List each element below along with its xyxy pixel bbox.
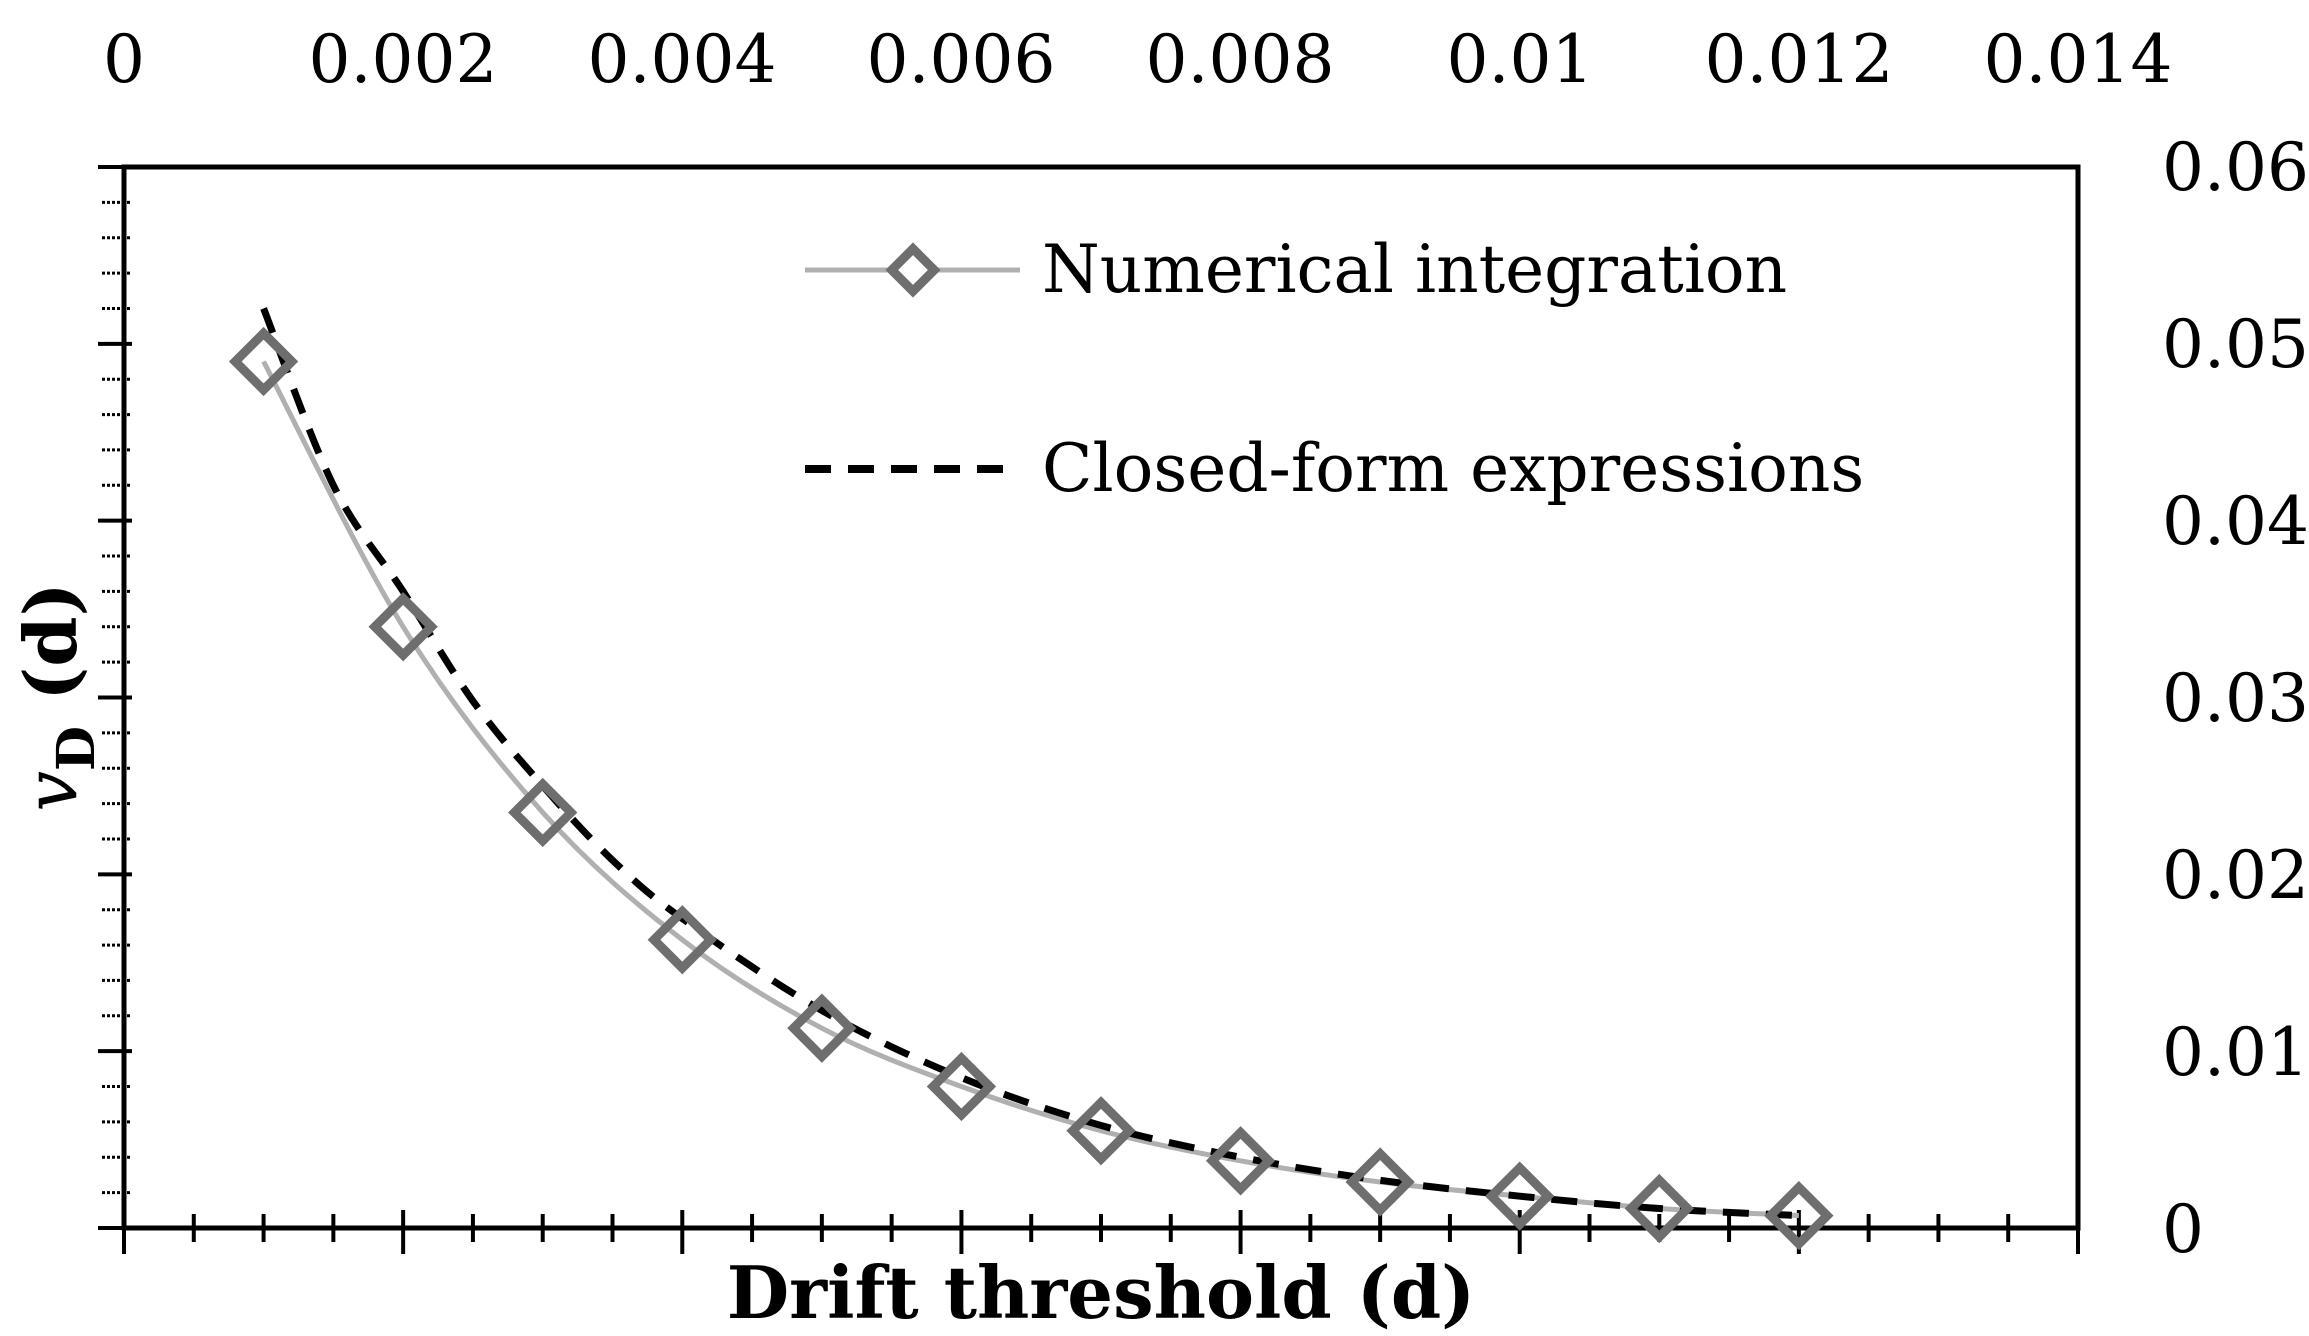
data-point-marker (368, 592, 438, 662)
data-point-marker (228, 326, 299, 397)
x-tick-label: 0.004 (588, 21, 777, 98)
data-point-marker (1485, 1161, 1555, 1231)
y-axis-title-main: v (9, 771, 93, 812)
y-axis-title-subscript: D (46, 726, 107, 771)
series-layer (228, 307, 1834, 1251)
x-tick-label: 0.008 (1146, 21, 1335, 98)
y-tick-label: 0.03 (2162, 660, 2309, 737)
data-point-marker (926, 1051, 997, 1122)
minor-tick-marks (98, 165, 2080, 1254)
y-tick-label: 0.06 (2162, 129, 2309, 206)
data-point-marker (1205, 1126, 1276, 1196)
y-tick-label: 0 (2162, 1191, 2204, 1268)
y-axis-title: vD (d) (8, 582, 107, 811)
y-tick-label: 0.01 (2162, 1014, 2309, 1091)
x-axis-title: Drift threshold (d) (727, 1250, 1476, 1335)
legend-label-numerical: Numerical integration (1042, 231, 1787, 308)
legend-item-numerical: Numerical integration (805, 231, 1787, 308)
data-point-marker (1066, 1096, 1136, 1166)
data-point-marker (1624, 1173, 1694, 1244)
x-tick-label: 0.006 (867, 21, 1056, 98)
y-tick-label: 0.04 (2162, 483, 2309, 560)
data-point-marker (647, 905, 717, 975)
x-axis-tick-labels: 0 0.002 0.004 0.006 0.008 0.01 0.012 0.0… (103, 21, 2172, 98)
y-tick-label: 0.05 (2162, 306, 2309, 383)
legend-swatch-numerical-marker (885, 242, 941, 298)
y-axis-tick-labels: 0 0.01 0.02 0.03 0.04 0.05 0.06 (2162, 129, 2309, 1268)
data-point-marker (508, 777, 578, 848)
legend: Numerical integration Closed-form expres… (805, 231, 1864, 507)
x-tick-label: 0.014 (1984, 21, 2173, 98)
series-line-closed-form (260, 307, 1800, 1220)
data-point-marker (1345, 1147, 1415, 1217)
data-point-marker (1764, 1180, 1834, 1251)
y-axis-title-suffix: (d) (8, 582, 93, 726)
x-tick-label: 0 (103, 21, 145, 98)
x-tick-label: 0.002 (309, 21, 498, 98)
data-point-marker (787, 993, 857, 1063)
y-tick-label: 0.02 (2162, 837, 2309, 914)
x-tick-label: 0.01 (1447, 21, 1594, 98)
legend-label-closed-form: Closed-form expressions (1042, 430, 1864, 507)
plot-frame (121, 164, 2081, 1231)
x-tick-label: 0.012 (1705, 21, 1894, 98)
legend-item-closed-form: Closed-form expressions (805, 430, 1864, 507)
